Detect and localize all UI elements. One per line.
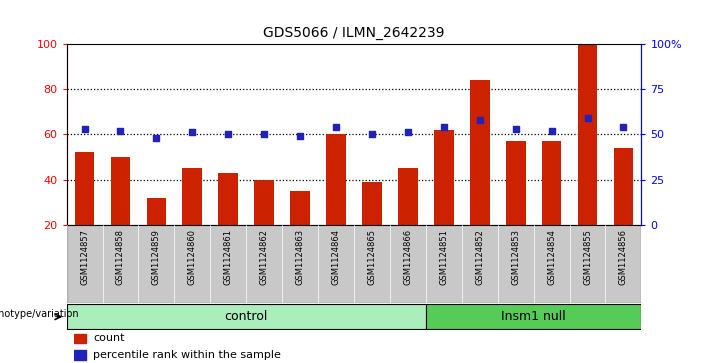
Bar [67,305,426,329]
Point [294,133,306,139]
Text: GSM1124856: GSM1124856 [619,229,628,285]
Bar [613,148,633,225]
Point [618,124,629,130]
Text: control: control [224,310,268,323]
Bar [147,198,166,225]
Text: GSM1124854: GSM1124854 [547,229,556,285]
Text: genotype/variation: genotype/variation [0,309,80,319]
Point [115,128,126,134]
Text: GSM1124864: GSM1124864 [332,229,341,285]
Point [186,130,198,135]
Text: percentile rank within the sample: percentile rank within the sample [93,350,281,360]
Bar [398,168,418,225]
Bar [75,152,95,225]
Point [438,124,449,130]
Point [546,128,557,134]
Point [223,131,234,137]
Bar [111,157,130,225]
Bar [426,305,641,329]
Text: count: count [93,334,124,343]
Point [259,131,270,137]
Bar [182,168,202,225]
Title: GDS5066 / ILMN_2642239: GDS5066 / ILMN_2642239 [264,26,444,40]
Bar [506,141,526,225]
Text: GSM1124861: GSM1124861 [224,229,233,285]
Bar [74,334,86,343]
Text: Insm1 null: Insm1 null [501,310,566,323]
Point [474,117,485,123]
Bar [219,173,238,225]
Point [402,130,414,135]
Point [151,135,162,141]
Bar [326,134,346,225]
Text: GSM1124863: GSM1124863 [296,229,305,285]
Bar [434,130,454,225]
Text: GSM1124852: GSM1124852 [475,229,484,285]
Bar [290,191,310,225]
Point [510,126,522,132]
Text: GSM1124858: GSM1124858 [116,229,125,285]
Text: GSM1124851: GSM1124851 [440,229,449,285]
Text: GSM1124855: GSM1124855 [583,229,592,285]
Point [367,131,378,137]
Text: GSM1124860: GSM1124860 [188,229,197,285]
Text: GSM1124857: GSM1124857 [80,229,89,285]
Point [582,115,593,121]
Bar [578,44,597,225]
Bar [542,141,562,225]
Point [330,124,341,130]
Bar [470,80,489,225]
Bar [74,350,86,360]
Text: GSM1124859: GSM1124859 [152,229,161,285]
Text: GSM1124866: GSM1124866 [403,229,412,285]
Text: GSM1124865: GSM1124865 [367,229,376,285]
Bar [362,182,382,225]
Text: GSM1124862: GSM1124862 [259,229,268,285]
Bar [254,180,274,225]
Point [79,126,90,132]
Text: GSM1124853: GSM1124853 [511,229,520,285]
